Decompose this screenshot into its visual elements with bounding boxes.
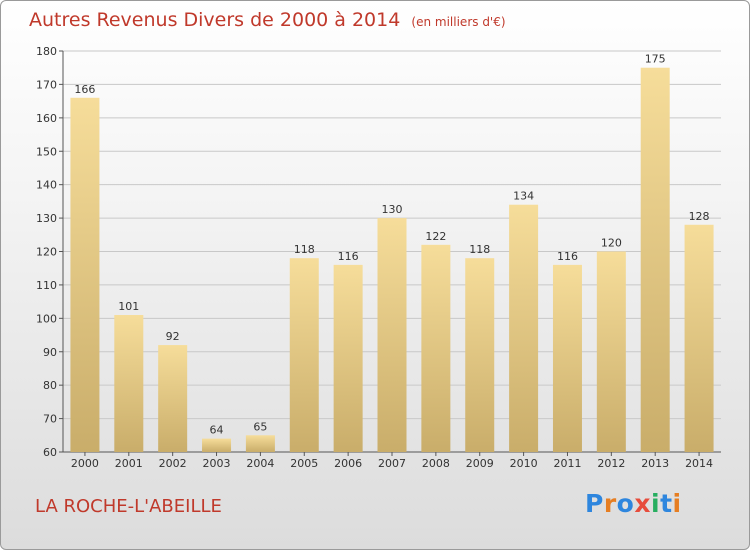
y-tick-label: 80 bbox=[43, 379, 57, 392]
y-tick-label: 120 bbox=[36, 246, 57, 259]
y-tick-label: 150 bbox=[36, 145, 57, 158]
bar-value-label: 134 bbox=[513, 190, 534, 203]
bar-value-label: 130 bbox=[382, 203, 403, 216]
x-tick-label: 2000 bbox=[71, 457, 99, 470]
chart-unit: (en milliers d'€) bbox=[411, 15, 506, 29]
x-tick-label: 2007 bbox=[378, 457, 406, 470]
bar-2012 bbox=[596, 251, 626, 452]
bar-2014 bbox=[684, 224, 714, 452]
bar-value-label: 118 bbox=[469, 243, 490, 256]
y-tick-label: 70 bbox=[43, 413, 57, 426]
bar-2013 bbox=[640, 67, 670, 452]
bar-2010 bbox=[509, 204, 539, 452]
logo-letter: i bbox=[672, 489, 682, 518]
y-tick-label: 160 bbox=[36, 112, 57, 125]
bar-2004 bbox=[245, 435, 275, 452]
x-tick-label: 2006 bbox=[334, 457, 362, 470]
y-tick-label: 170 bbox=[36, 78, 57, 91]
logo-letter: o bbox=[616, 489, 635, 518]
x-tick-label: 2005 bbox=[290, 457, 318, 470]
logo-letter: P bbox=[585, 489, 604, 518]
bar-value-label: 101 bbox=[118, 300, 139, 313]
x-tick-label: 2001 bbox=[115, 457, 143, 470]
commune-name: LA ROCHE-L'ABEILLE bbox=[35, 496, 222, 517]
y-tick-label: 90 bbox=[43, 346, 57, 359]
logo-letter: t bbox=[660, 489, 673, 518]
bars bbox=[70, 67, 714, 453]
logo-letter: i bbox=[651, 489, 661, 518]
y-tick-label: 60 bbox=[43, 446, 57, 459]
x-tick-label: 2004 bbox=[246, 457, 274, 470]
y-tick-label: 110 bbox=[36, 279, 57, 292]
logo-letter: x bbox=[634, 489, 651, 518]
x-tick-label: 2003 bbox=[203, 457, 231, 470]
bar-value-label: 122 bbox=[425, 230, 446, 243]
bar-value-label: 128 bbox=[689, 210, 710, 223]
proxiti-logo[interactable]: Proxiti bbox=[585, 489, 682, 518]
bar-value-label: 92 bbox=[166, 330, 180, 343]
x-tick-label: 2010 bbox=[510, 457, 538, 470]
bar-2007 bbox=[377, 218, 407, 452]
bar-2003 bbox=[202, 438, 232, 452]
x-tick-label: 2009 bbox=[466, 457, 494, 470]
bar-value-label: 175 bbox=[645, 53, 666, 66]
bar-2009 bbox=[465, 258, 495, 452]
x-tick-label: 2008 bbox=[422, 457, 450, 470]
bar-value-label: 64 bbox=[210, 424, 224, 437]
y-tick-label: 100 bbox=[36, 312, 57, 325]
bar-2001 bbox=[114, 314, 144, 452]
bar-value-label: 65 bbox=[253, 420, 267, 433]
chart-title: Autres Revenus Divers de 2000 à 2014 bbox=[29, 9, 401, 31]
bar-2002 bbox=[158, 345, 188, 452]
bar-2011 bbox=[552, 264, 582, 452]
labels: 60 70 80 90 100 110 120 130 140 150 160 170 180 166 20… bbox=[36, 45, 713, 470]
y-tick-label: 180 bbox=[36, 45, 57, 58]
chart-title-block: Autres Revenus Divers de 2000 à 2014 (en… bbox=[29, 9, 506, 31]
bar-2006 bbox=[333, 264, 363, 452]
x-tick-label: 2014 bbox=[685, 457, 713, 470]
bar-value-label: 116 bbox=[338, 250, 359, 263]
y-tick-label: 140 bbox=[36, 179, 57, 192]
x-tick-label: 2013 bbox=[641, 457, 669, 470]
x-tick-label: 2011 bbox=[553, 457, 581, 470]
bar-value-label: 116 bbox=[557, 250, 578, 263]
bar-2000 bbox=[70, 97, 100, 453]
bar-2008 bbox=[421, 244, 451, 452]
bar-2005 bbox=[289, 258, 319, 452]
bar-value-label: 166 bbox=[74, 83, 95, 96]
x-tick-label: 2012 bbox=[597, 457, 625, 470]
y-tick-label: 130 bbox=[36, 212, 57, 225]
bar-value-label: 118 bbox=[294, 243, 315, 256]
logo-letter: r bbox=[603, 489, 617, 518]
x-tick-label: 2002 bbox=[159, 457, 187, 470]
bar-value-label: 120 bbox=[601, 237, 622, 250]
